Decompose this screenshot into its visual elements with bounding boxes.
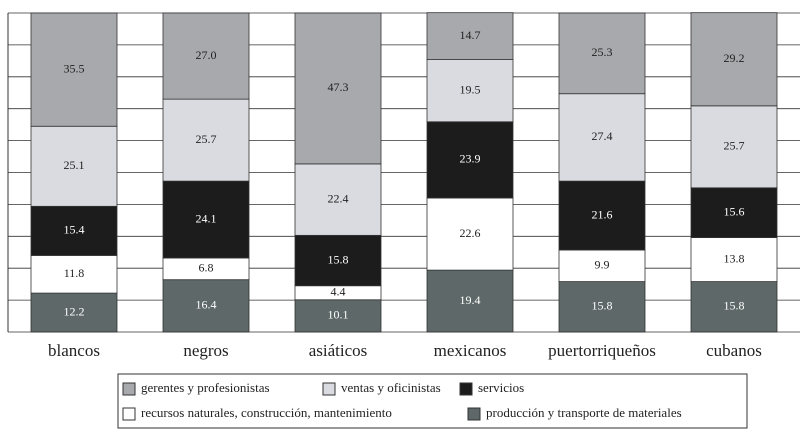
data-label: 35.5 [64,61,85,75]
bar-segment [162,279,250,333]
legend-swatch [459,382,473,396]
legend-label: producción y transporte de materiales [486,405,682,420]
data-label: 10.1 [328,308,349,322]
data-label: 23.9 [460,152,481,166]
bar-segment [558,180,646,251]
bar-segment [30,292,118,333]
data-label: 4.4 [331,285,346,299]
bar-segment [426,197,514,271]
bar-segment [162,12,250,100]
data-label: 19.4 [460,293,481,307]
bar-segment [30,12,118,127]
data-label: 29.2 [724,51,745,65]
data-label: 25.7 [724,139,745,153]
x-tick-label: cubanos [706,341,762,360]
legend-label: servicios [478,380,524,395]
legend-swatch [122,407,136,421]
data-label: 25.1 [64,158,85,172]
bar-segment [558,249,646,282]
bar-segment [690,237,778,282]
bar-segment [558,93,646,182]
bar-segment [558,281,646,333]
data-label: 15.8 [724,299,745,313]
x-tick-label: puertorriqueños [548,341,656,360]
data-label: 22.4 [328,191,349,205]
bar-segment [294,234,382,287]
data-label: 6.8 [199,261,214,275]
legend-label: recursos naturales, construcción, manten… [141,405,392,420]
bar-segment [162,98,250,182]
bar-segment [426,59,514,123]
bar-segment [294,12,382,165]
x-tick-label: mexicanos [434,341,507,360]
data-label: 25.3 [592,45,613,59]
data-label: 22.6 [460,226,481,240]
data-label: 24.1 [196,211,217,225]
data-label: 9.9 [595,258,610,272]
data-label: 27.4 [592,129,613,143]
data-label: 27.0 [196,48,217,62]
data-label: 13.8 [724,251,745,265]
data-label: 16.4 [196,298,217,312]
bar-segment [426,121,514,199]
legend-label: gerentes y profesionistas [141,380,270,395]
data-label: 25.7 [196,132,217,146]
legend-label: ventas y oficinistas [341,380,441,395]
data-label: 15.8 [592,299,613,313]
data-label: 11.8 [64,266,85,280]
bar-segment [690,187,778,238]
bar-segment [558,12,646,95]
data-label: 15.4 [64,223,85,237]
legend-box [117,373,748,429]
data-label: 19.5 [460,82,481,96]
data-label: 47.3 [328,80,349,94]
bar-segment [426,12,514,60]
legend-swatch [322,382,336,396]
data-label: 14.7 [460,28,481,42]
data-label: 21.6 [592,207,613,221]
legend-swatch [467,407,481,421]
bar-segment [426,269,514,333]
bar-segment [690,281,778,333]
bar-segment [294,163,382,236]
bar-segment [690,105,778,189]
legend-swatch [122,382,136,396]
data-label: 15.6 [724,204,745,218]
x-tick-label: asiáticos [309,341,368,360]
x-tick-label: negros [183,341,228,360]
bar-segment [294,299,382,333]
bar-segment [690,12,778,107]
x-tick-label: blancos [48,341,100,360]
data-label: 12.2 [64,304,85,318]
data-label: 15.8 [328,252,349,266]
